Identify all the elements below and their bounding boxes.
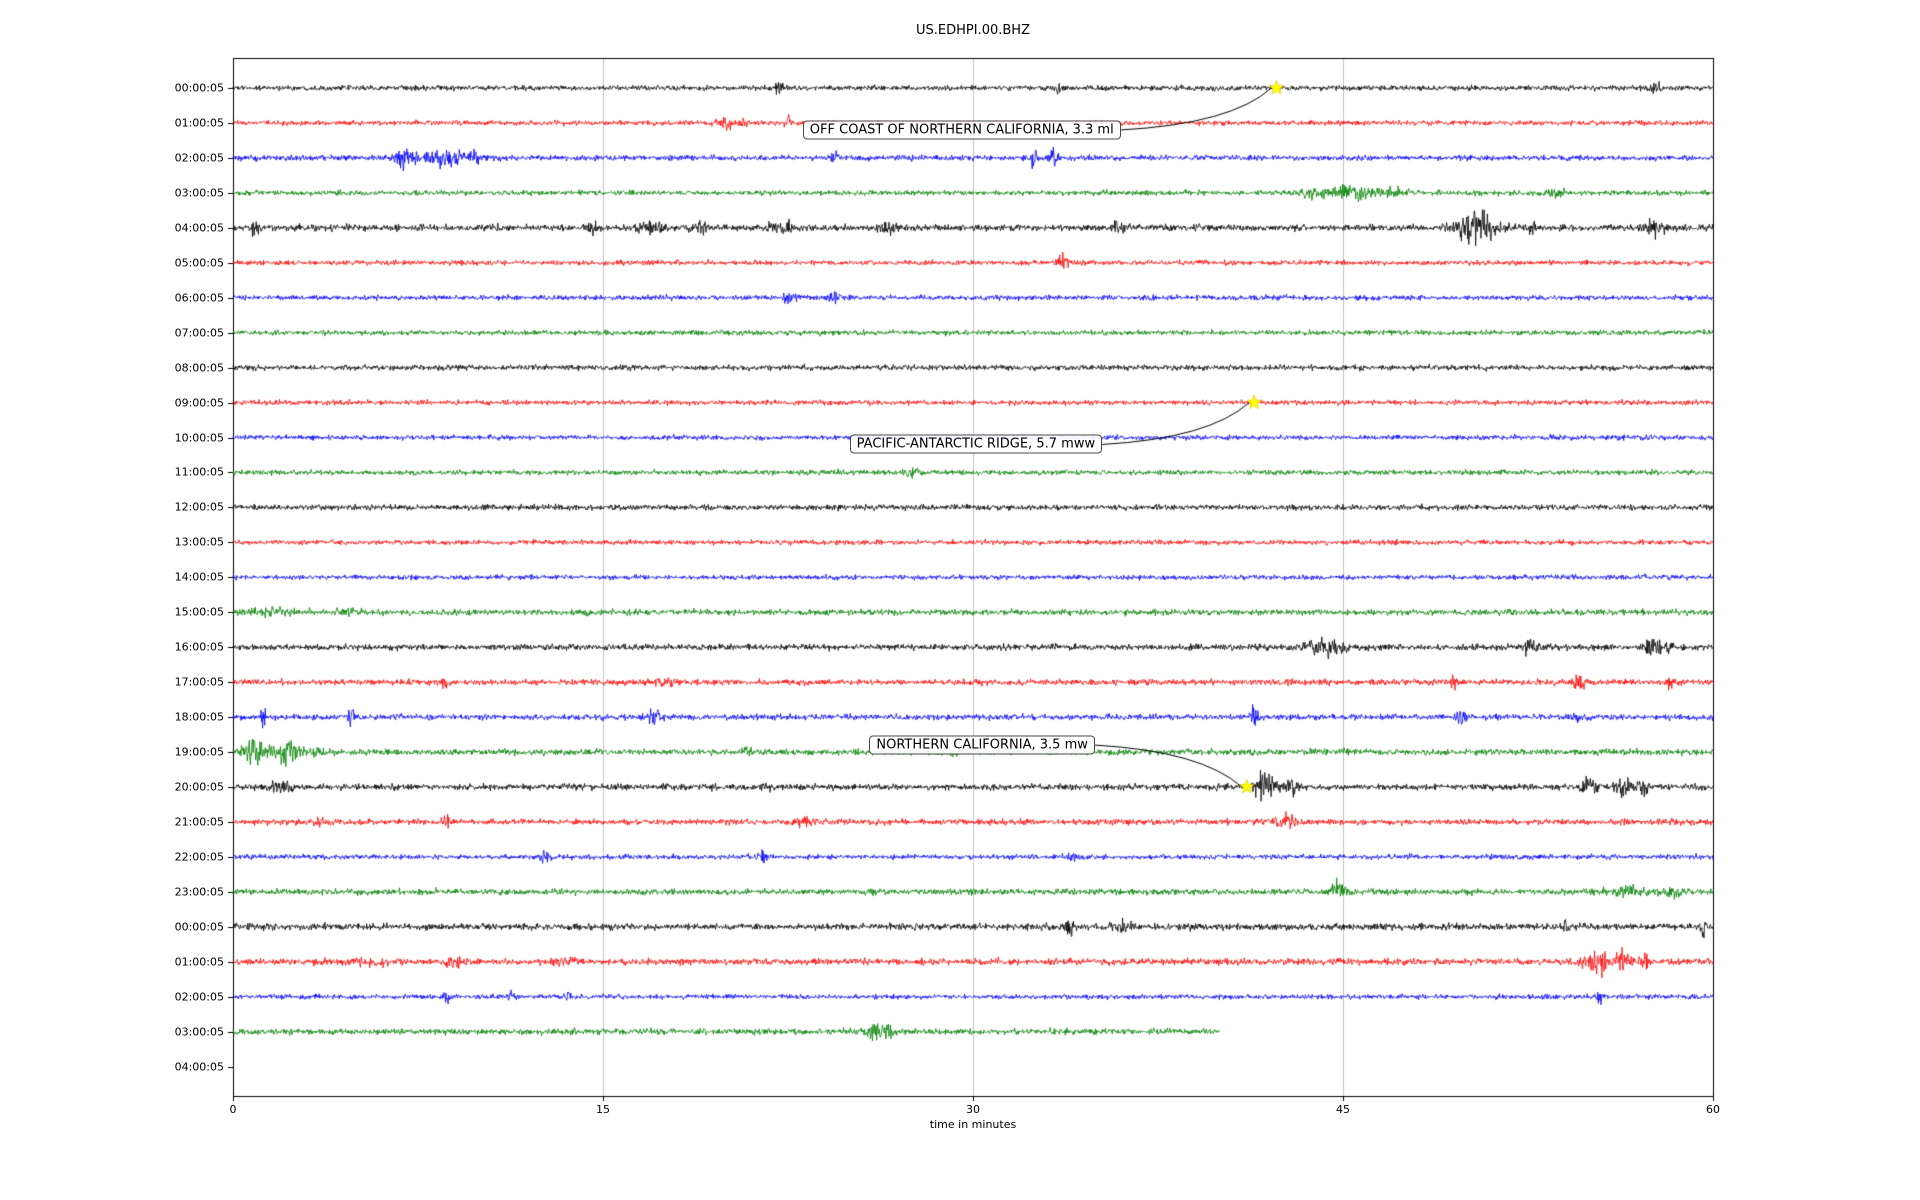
x-axis-title: time in minutes: [929, 1118, 1017, 1131]
chart-title: US.EDHPI.00.BHZ: [916, 23, 1030, 38]
